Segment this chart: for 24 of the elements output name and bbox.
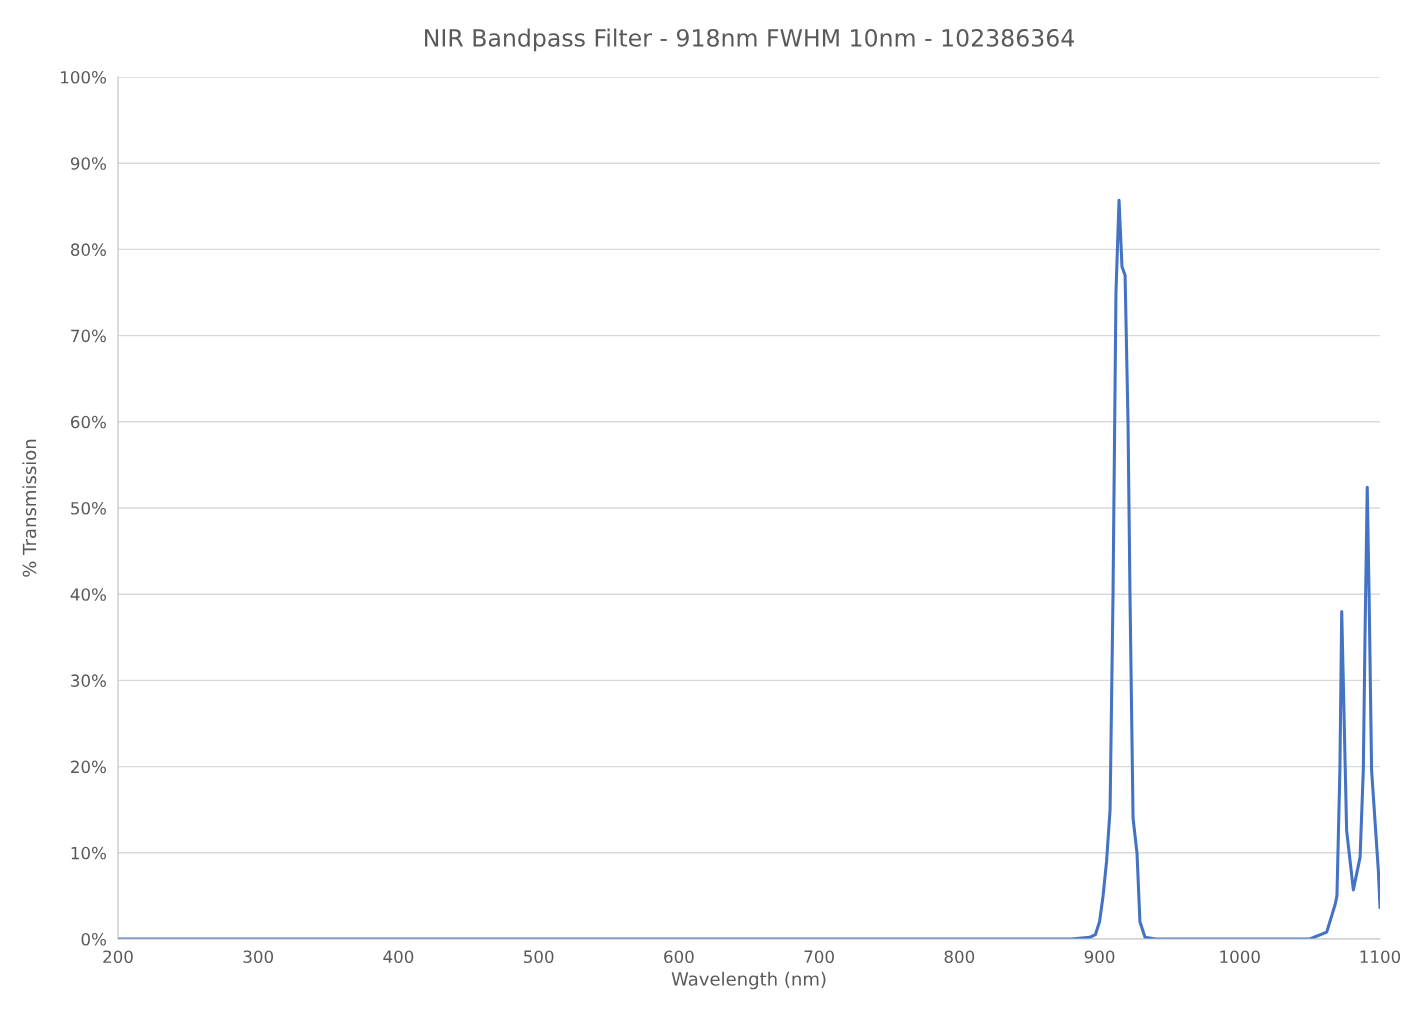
y-tick-label: 80% [70, 243, 106, 256]
y-tick-label: 0% [81, 932, 106, 946]
x-tick-label: 400 [383, 950, 414, 964]
x-tick-label: 600 [664, 950, 694, 964]
x-tick-label: 500 [524, 950, 554, 964]
x-tick-label: 300 [243, 950, 274, 964]
x-tick-label: 700 [804, 950, 834, 964]
y-tick-label: 70% [71, 329, 106, 343]
y-tick-label: 60% [71, 415, 106, 429]
y-tick-label: 100% [61, 70, 106, 84]
x-tick-label: 800 [944, 950, 975, 964]
y-tick-label: 30% [71, 674, 106, 687]
x-axis-title: Wavelength (nm) [671, 971, 826, 990]
y-tick-label: 10% [71, 846, 106, 860]
x-tick-label: 1100 [1360, 950, 1401, 964]
y-tick-label: 90% [70, 157, 106, 170]
y-axis-title: % Transmission [22, 439, 37, 577]
y-tick-label: 20% [71, 760, 106, 774]
y-tick-label: 40% [70, 588, 106, 601]
x-tick-label: 1000 [1220, 950, 1260, 964]
x-tick-label: 200 [103, 950, 133, 964]
x-tick-label: 900 [1084, 950, 1115, 964]
y-tick-label: 50% [71, 501, 106, 515]
chart-title: NIR Bandpass Filter - 918nm FWHM 10nm - 102386364 [425, 28, 1074, 52]
